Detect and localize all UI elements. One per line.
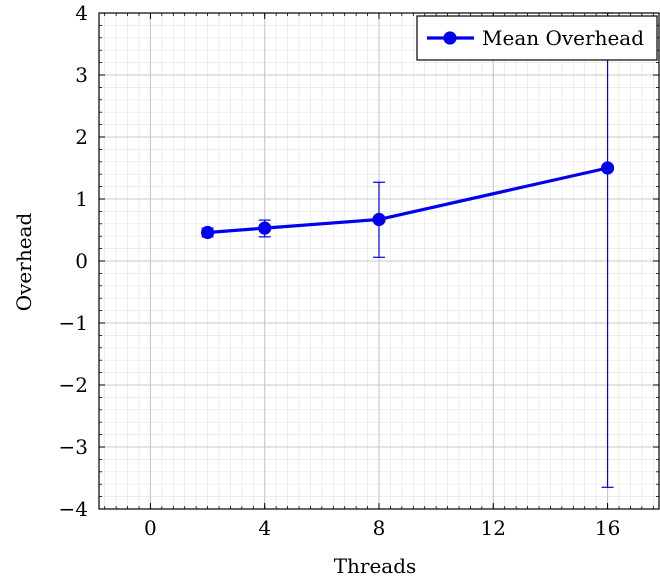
- y-tick-label: 3: [75, 63, 88, 87]
- x-tick-labels: 0 4 8 12 16: [144, 516, 620, 540]
- data-point: [372, 212, 386, 227]
- legend-series-name: Mean Overhead: [482, 26, 644, 50]
- y-axis-title: Overhead: [12, 213, 36, 312]
- x-axis-title: Threads: [334, 554, 417, 578]
- legend-marker: [443, 31, 457, 45]
- x-tick-label: 12: [481, 516, 506, 540]
- y-tick-labels: −4 −3 −2 −1 0 1 2 3 4: [59, 1, 88, 521]
- y-tick-label: −2: [59, 373, 88, 397]
- x-tick-label: 4: [258, 516, 271, 540]
- series-layer: [200, 12, 615, 488]
- data-point: [600, 161, 615, 175]
- x-tick-label: 16: [595, 516, 620, 540]
- y-tick-label: −3: [59, 435, 88, 459]
- x-tick-label: 8: [373, 516, 386, 540]
- x-tick-label: 0: [144, 516, 157, 540]
- legend: Mean Overhead: [416, 15, 658, 61]
- y-tick-label: 1: [75, 187, 88, 211]
- y-tick-label: −4: [59, 497, 88, 521]
- axis-ticks: [99, 12, 659, 510]
- data-point: [258, 221, 272, 235]
- series-line: [207, 166, 608, 235]
- y-tick-label: 2: [75, 125, 88, 149]
- data-point: [200, 225, 215, 240]
- y-tick-label: −1: [59, 311, 88, 335]
- y-tick-label: 0: [75, 249, 88, 273]
- y-tick-label: 4: [75, 1, 88, 25]
